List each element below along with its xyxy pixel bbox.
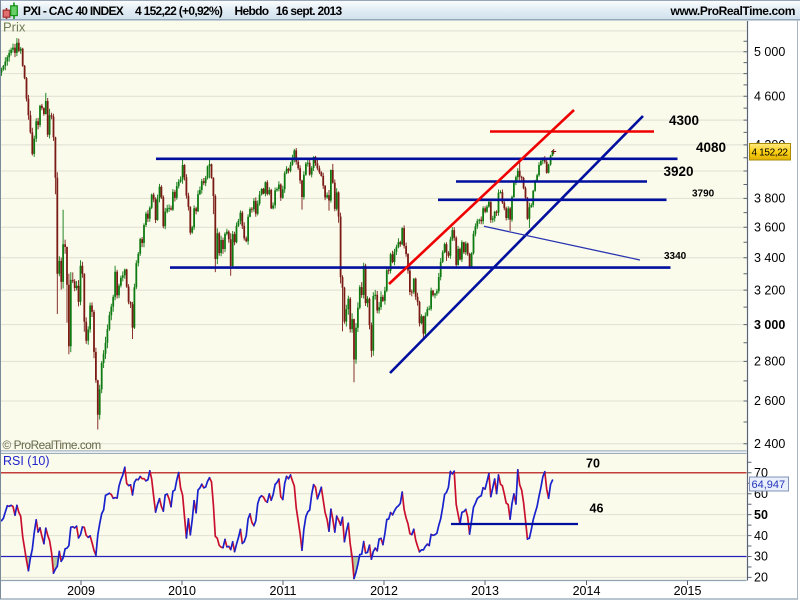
svg-text:2015: 2015 [674,584,702,598]
svg-text:20: 20 [754,571,768,585]
svg-text:46: 46 [590,502,604,516]
svg-text:4 600: 4 600 [754,90,785,104]
svg-text:2012: 2012 [370,584,398,598]
svg-text:© ProRealTime.com: © ProRealTime.com [3,438,102,452]
svg-text:www.ProRealTime.com: www.ProRealTime.com [670,4,795,18]
svg-text:70: 70 [586,457,600,471]
svg-text:3790: 3790 [692,189,715,200]
svg-text:2 600: 2 600 [754,394,785,408]
svg-text:3 200: 3 200 [754,283,785,297]
svg-text:40: 40 [754,529,768,543]
svg-text:3340: 3340 [664,251,687,262]
svg-text:2009: 2009 [67,584,95,598]
svg-text:3 000: 3 000 [754,318,785,332]
svg-text:2 400: 2 400 [754,437,785,451]
svg-text:2013: 2013 [471,584,499,598]
svg-text:Prix: Prix [3,20,26,35]
svg-text:4300: 4300 [669,113,699,128]
svg-text:RSI (10): RSI (10) [3,454,50,468]
svg-text:30: 30 [754,550,768,564]
svg-text:5 000: 5 000 [754,45,785,59]
svg-text:4 152,22 (+0,92%): 4 152,22 (+0,92%) [135,4,223,18]
svg-text:2014: 2014 [573,584,601,598]
svg-text:2 800: 2 800 [754,355,785,369]
svg-text:Hebdo: Hebdo [235,4,269,18]
svg-text:3 600: 3 600 [754,220,785,234]
svg-text:2010: 2010 [168,584,196,598]
svg-text:50: 50 [754,508,768,522]
svg-text:3 800: 3 800 [754,192,785,206]
svg-text:4 152,22: 4 152,22 [752,148,789,159]
svg-text:3 400: 3 400 [754,251,785,265]
svg-text:2011: 2011 [270,584,297,598]
svg-text:PXI - CAC 40 INDEX: PXI - CAC 40 INDEX [23,4,124,18]
svg-text:4080: 4080 [696,140,726,155]
svg-text:3920: 3920 [664,164,694,179]
svg-text:64,947: 64,947 [752,479,786,491]
svg-text:16 sept. 2013: 16 sept. 2013 [276,4,343,18]
